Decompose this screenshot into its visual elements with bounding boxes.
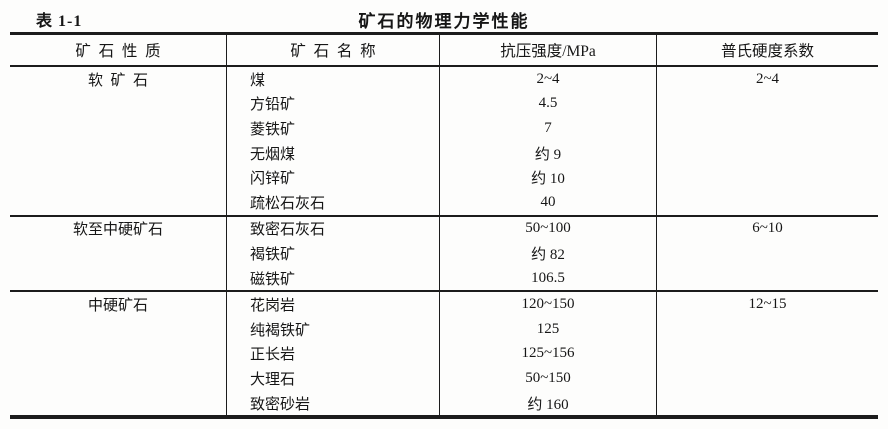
strength-value: 50~150 [525,369,571,386]
ore-properties-table: 矿 石 性 质 矿 石 名 称 抗压强度/MPa 普氏硬度系数 软 矿 石 煤方… [10,32,878,420]
strength-values-cell: 2~4 4.5 7 约 9 约 10 40 [440,67,657,215]
strength-value: 106.5 [531,269,565,286]
header-ore-property: 矿 石 性 质 [10,35,227,65]
header-protodyakonov-coefficient: 普氏硬度系数 [720,43,814,60]
ore-name: 大理石 [250,371,296,388]
hardness-value: 2~4 [755,70,780,87]
strength-value: 125 [536,320,560,337]
ore-name: 正长岩 [250,347,296,364]
table-body: 软 矿 石 煤方铅矿菱铁矿无烟煤闪锌矿疏松石灰石 2~4 4.5 7 约 9 约 10 4… [10,67,878,416]
strength-value: 约 9 [534,146,562,163]
ore-property-label: 中硬矿石 [87,298,148,315]
hardness-value: 12~15 [748,296,787,313]
strength-value: 7 [544,119,552,136]
ore-property-cell: 软至中硬矿石 [10,216,227,291]
ore-name: 疏松石灰石 [250,195,326,212]
ore-name: 菱铁矿 [250,121,296,138]
ore-names-cell: 致密石灰石褐铁矿磁铁矿 [227,216,440,291]
strength-value: 120~150 [521,296,575,313]
ore-name: 致密砂岩 [250,396,311,413]
ore-group-row: 中硬矿石 花岗岩纯褐铁矿正长岩大理石致密砂岩 120~150 125 125~156… [10,290,878,416]
ore-name: 磁铁矿 [250,271,296,288]
strength-value: 50~100 [525,220,571,237]
ore-name: 方铅矿 [250,97,296,114]
ore-property-cell: 软 矿 石 [10,67,227,215]
ore-names-cell: 煤方铅矿菱铁矿无烟煤闪锌矿疏松石灰石 [227,67,440,215]
ore-property-label: 软至中硬矿石 [72,222,163,239]
strength-value: 4.5 [538,95,558,112]
strength-value: 约 82 [531,246,565,263]
hardness-cell: 12~15 [657,292,878,415]
ore-property-label: 软 矿 石 [87,72,148,89]
hardness-value: 6~10 [752,220,783,237]
header-compressive-strength: 抗压强度/MPa [440,35,657,65]
strength-value: 约 10 [531,171,565,188]
ore-name: 闪锌矿 [250,171,296,188]
ore-name: 无烟煤 [250,146,296,163]
hardness-cell: 6~10 [657,217,878,291]
strength-values-cell: 120~150 125 125~156 50~150 约 160 [440,292,657,416]
ore-name: 纯褐铁矿 [250,322,311,339]
table-caption-row: 表 1-1 矿石的物理力学性能 [0,0,888,32]
ore-names-cell: 花岗岩纯褐铁矿正长岩大理石致密砂岩 [227,292,440,416]
strength-value: 2~4 [536,70,560,87]
header-ore-name: 矿 石 名 称 [227,35,440,65]
ore-property-cell: 中硬矿石 [10,292,227,416]
strength-values-cell: 50~100 约 82 106.5 [440,216,657,291]
ore-group-row: 软 矿 石 煤方铅矿菱铁矿无烟煤闪锌矿疏松石灰石 2~4 4.5 7 约 9 约 10 4… [10,67,878,215]
strength-value: 约 160 [527,396,569,413]
ore-name: 致密石灰石 [250,222,326,239]
ore-name: 煤 [250,72,266,89]
table-header-row: 矿 石 性 质 矿 石 名 称 抗压强度/MPa 普氏硬度系数 [10,35,878,67]
strength-value: 40 [540,193,556,210]
table-number-label: 表 1-1 [36,13,83,30]
ore-name: 花岗岩 [250,298,296,315]
ore-name: 褐铁矿 [250,246,296,263]
table-title: 矿石的物理力学性能 [358,12,530,31]
hardness-cell: 2~4 [657,67,878,215]
strength-value: 125~156 [521,345,575,362]
ore-group-row: 软至中硬矿石 致密石灰石褐铁矿磁铁矿 50~100 约 82 106.5 6~10 [10,214,878,291]
